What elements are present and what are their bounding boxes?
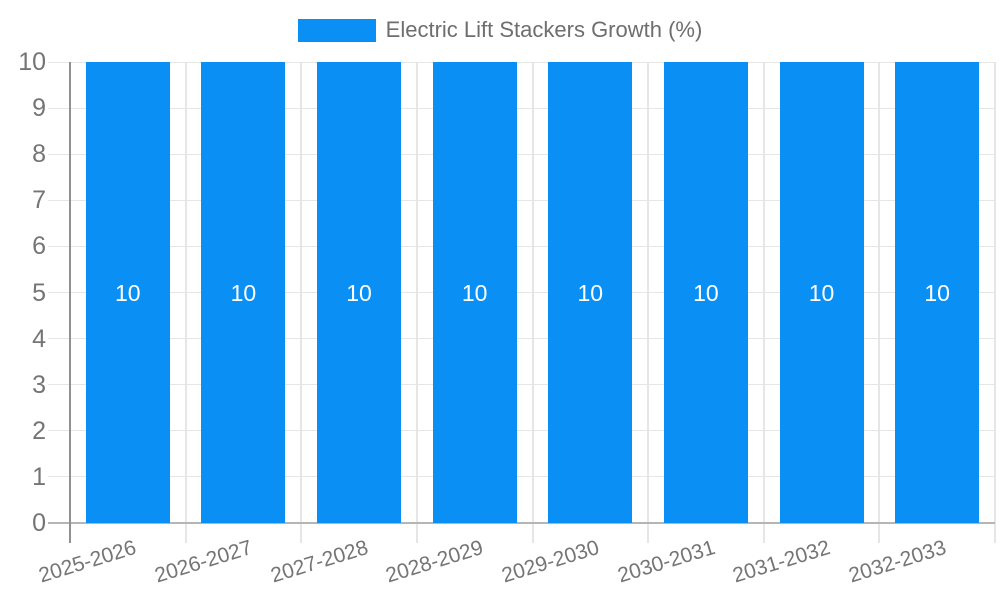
bar-value-label: 10 [346, 279, 372, 306]
gridline [300, 62, 303, 543]
gridline [48, 430, 995, 432]
y-axis-tick-label: 5 [32, 278, 46, 307]
bar-value-label: 10 [577, 279, 604, 306]
x-axis-tick-label: 2031-2032 [730, 536, 833, 588]
x-axis-tick-label: 2030-2031 [614, 536, 718, 588]
bar[interactable]: 10 [85, 62, 170, 523]
gridline [184, 62, 187, 543]
y-axis-tick-label: 1 [32, 462, 46, 491]
bar-value-label: 10 [808, 279, 835, 306]
bar-value-label: 10 [230, 279, 257, 306]
y-axis-tick-label: 4 [32, 324, 46, 353]
gridline [48, 245, 995, 247]
bar-value-label: 10 [693, 279, 719, 306]
bar[interactable]: 10 [663, 62, 748, 523]
gridline [48, 476, 995, 478]
x-axis-tick-label: 2029-2030 [498, 536, 602, 588]
bar[interactable]: 10 [548, 62, 633, 523]
bar-value-label: 10 [924, 279, 950, 306]
legend-label: Electric Lift Stackers Growth (%) [385, 17, 703, 42]
gridline [762, 62, 765, 543]
gridline [647, 62, 650, 543]
bar[interactable]: 10 [895, 62, 980, 523]
bar[interactable]: 10 [432, 62, 517, 523]
y-axis-tick-label: 0 [32, 509, 46, 537]
y-axis-line [69, 62, 71, 543]
y-axis-tick-label: 9 [32, 94, 46, 123]
bar-value-label: 10 [115, 279, 141, 306]
x-axis-tick-label: 2032-2033 [845, 536, 949, 588]
bar-value-label: 10 [461, 279, 488, 306]
gridline [415, 62, 418, 543]
x-axis-tick-label: 2025-2026 [36, 536, 140, 588]
y-axis-tick-label: 2 [32, 416, 46, 445]
legend-swatch [297, 18, 376, 42]
bar[interactable]: 10 [201, 62, 286, 523]
bar[interactable]: 10 [779, 62, 864, 523]
y-axis-tick-label: 8 [32, 140, 46, 169]
bar[interactable]: 10 [317, 62, 402, 523]
gridline [994, 62, 996, 543]
y-axis-tick-label: 7 [32, 186, 46, 215]
y-axis-tick-label: 6 [32, 232, 46, 261]
gridline [48, 199, 995, 201]
gridline [48, 292, 995, 293]
gridline [878, 62, 881, 543]
gridline [48, 61, 995, 63]
y-axis-tick-label: 10 [18, 48, 46, 76]
legend: Electric Lift Stackers Growth (%) [0, 17, 1000, 43]
gridline [48, 384, 995, 386]
x-axis-tick-label: 2026-2027 [152, 536, 255, 588]
gridline [48, 338, 995, 340]
gridline [48, 107, 995, 109]
gridline [531, 62, 534, 543]
y-axis-tick-label: 3 [32, 370, 46, 399]
x-axis-tick-label: 2028-2029 [383, 536, 487, 588]
x-axis-tick-label: 2027-2028 [267, 536, 371, 588]
x-axis-baseline [48, 522, 995, 524]
gridline [48, 153, 995, 155]
